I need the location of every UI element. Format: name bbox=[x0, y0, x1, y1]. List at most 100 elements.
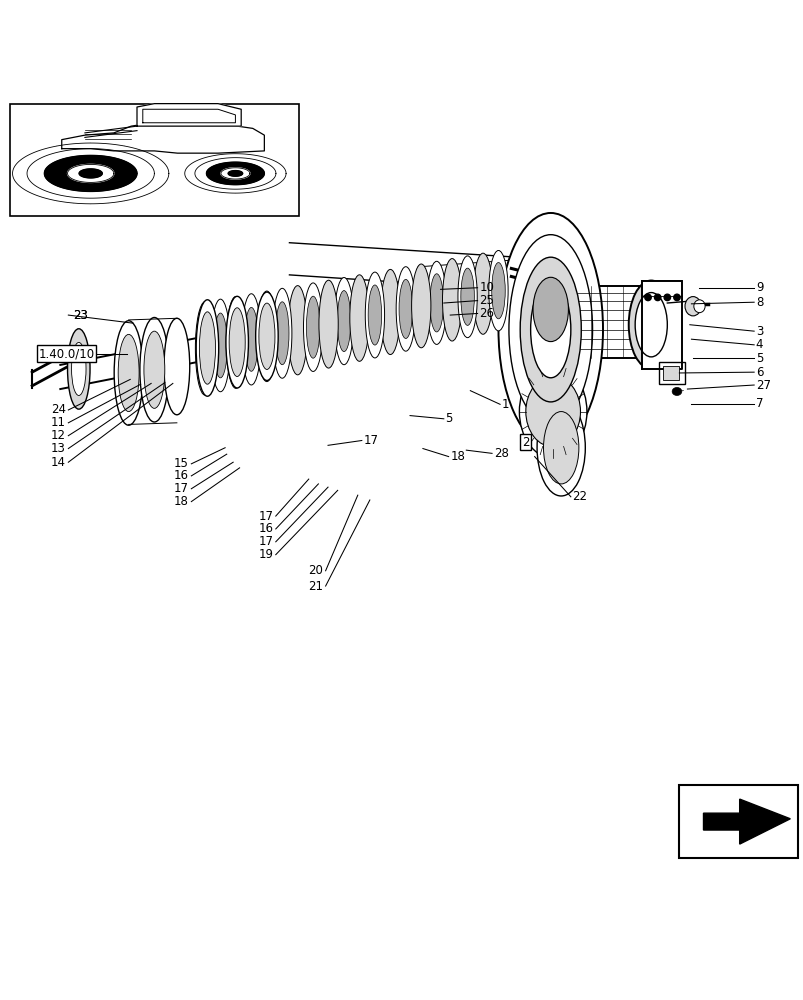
Ellipse shape bbox=[458, 256, 477, 338]
Circle shape bbox=[673, 294, 679, 301]
Text: 17: 17 bbox=[258, 535, 273, 548]
Text: 16: 16 bbox=[258, 522, 273, 535]
Polygon shape bbox=[137, 104, 241, 126]
Ellipse shape bbox=[257, 291, 276, 382]
Ellipse shape bbox=[536, 400, 585, 496]
Text: 25: 25 bbox=[479, 294, 494, 307]
Polygon shape bbox=[703, 799, 789, 844]
Ellipse shape bbox=[272, 288, 291, 378]
Polygon shape bbox=[44, 155, 137, 191]
Text: 10: 10 bbox=[479, 281, 494, 294]
Ellipse shape bbox=[114, 321, 143, 425]
Bar bbox=[658, 362, 684, 384]
Text: 18: 18 bbox=[173, 495, 189, 508]
Ellipse shape bbox=[319, 280, 338, 368]
Bar bbox=[10, 104, 299, 216]
Text: 24: 24 bbox=[51, 403, 66, 416]
Text: 7: 7 bbox=[755, 397, 762, 410]
Text: 9: 9 bbox=[755, 281, 762, 294]
Ellipse shape bbox=[242, 294, 261, 385]
Ellipse shape bbox=[634, 293, 666, 357]
Text: 17: 17 bbox=[258, 510, 273, 523]
Text: 15: 15 bbox=[173, 457, 189, 470]
Text: 14: 14 bbox=[51, 456, 66, 469]
Text: 17: 17 bbox=[363, 434, 378, 447]
Ellipse shape bbox=[287, 286, 307, 375]
Ellipse shape bbox=[520, 257, 581, 402]
Text: 22: 22 bbox=[572, 490, 587, 503]
Polygon shape bbox=[221, 168, 250, 179]
Text: 1.40.0/10: 1.40.0/10 bbox=[39, 347, 95, 360]
Ellipse shape bbox=[303, 283, 322, 371]
Ellipse shape bbox=[498, 213, 602, 446]
Ellipse shape bbox=[140, 317, 169, 422]
Ellipse shape bbox=[226, 296, 248, 388]
Circle shape bbox=[644, 294, 650, 301]
Ellipse shape bbox=[543, 412, 578, 484]
Ellipse shape bbox=[306, 296, 320, 358]
Ellipse shape bbox=[525, 376, 580, 447]
Ellipse shape bbox=[396, 267, 415, 351]
Text: 2: 2 bbox=[521, 436, 529, 449]
Ellipse shape bbox=[671, 387, 681, 395]
Ellipse shape bbox=[491, 263, 504, 319]
Circle shape bbox=[663, 294, 670, 301]
Text: 28: 28 bbox=[493, 447, 508, 460]
Ellipse shape bbox=[196, 300, 218, 396]
Ellipse shape bbox=[349, 275, 369, 361]
Ellipse shape bbox=[244, 307, 258, 371]
Text: 12: 12 bbox=[51, 429, 66, 442]
Bar bbox=[641, 281, 681, 369]
Text: 27: 27 bbox=[755, 379, 770, 392]
Ellipse shape bbox=[71, 342, 86, 395]
Ellipse shape bbox=[530, 281, 570, 378]
Ellipse shape bbox=[460, 268, 474, 325]
Ellipse shape bbox=[532, 277, 568, 342]
Text: 18: 18 bbox=[450, 450, 465, 463]
Text: 16: 16 bbox=[173, 469, 189, 482]
Text: 4: 4 bbox=[755, 338, 762, 351]
Polygon shape bbox=[206, 162, 264, 185]
Polygon shape bbox=[27, 149, 154, 198]
Text: 5: 5 bbox=[445, 412, 452, 425]
Ellipse shape bbox=[488, 250, 507, 331]
Ellipse shape bbox=[334, 278, 353, 365]
Text: 1: 1 bbox=[501, 398, 508, 411]
Ellipse shape bbox=[164, 318, 190, 415]
Ellipse shape bbox=[210, 299, 230, 392]
Ellipse shape bbox=[255, 292, 278, 381]
Text: 26: 26 bbox=[479, 307, 494, 320]
Ellipse shape bbox=[381, 269, 400, 355]
Ellipse shape bbox=[426, 261, 446, 344]
Ellipse shape bbox=[67, 329, 90, 409]
Ellipse shape bbox=[628, 281, 673, 369]
Ellipse shape bbox=[275, 302, 288, 365]
Bar bbox=[679, 785, 797, 858]
Polygon shape bbox=[79, 169, 102, 178]
Text: 8: 8 bbox=[755, 296, 762, 309]
Ellipse shape bbox=[229, 308, 245, 377]
Ellipse shape bbox=[214, 313, 227, 378]
Ellipse shape bbox=[398, 279, 412, 338]
Polygon shape bbox=[185, 154, 286, 193]
Ellipse shape bbox=[199, 312, 215, 384]
Circle shape bbox=[654, 294, 660, 301]
Ellipse shape bbox=[411, 264, 430, 348]
Polygon shape bbox=[13, 143, 169, 204]
Ellipse shape bbox=[368, 285, 381, 345]
Polygon shape bbox=[228, 171, 243, 176]
Text: 3: 3 bbox=[755, 325, 762, 338]
Text: 21: 21 bbox=[308, 580, 323, 593]
Ellipse shape bbox=[442, 259, 461, 341]
Text: 11: 11 bbox=[51, 416, 66, 429]
Ellipse shape bbox=[259, 303, 275, 369]
Ellipse shape bbox=[144, 331, 165, 408]
Text: 19: 19 bbox=[258, 548, 273, 561]
Polygon shape bbox=[194, 158, 275, 189]
Ellipse shape bbox=[430, 274, 443, 332]
Polygon shape bbox=[62, 122, 264, 153]
Ellipse shape bbox=[473, 253, 492, 334]
Bar bbox=[662, 366, 679, 380]
Text: 20: 20 bbox=[308, 564, 323, 577]
Text: 6: 6 bbox=[755, 366, 762, 379]
